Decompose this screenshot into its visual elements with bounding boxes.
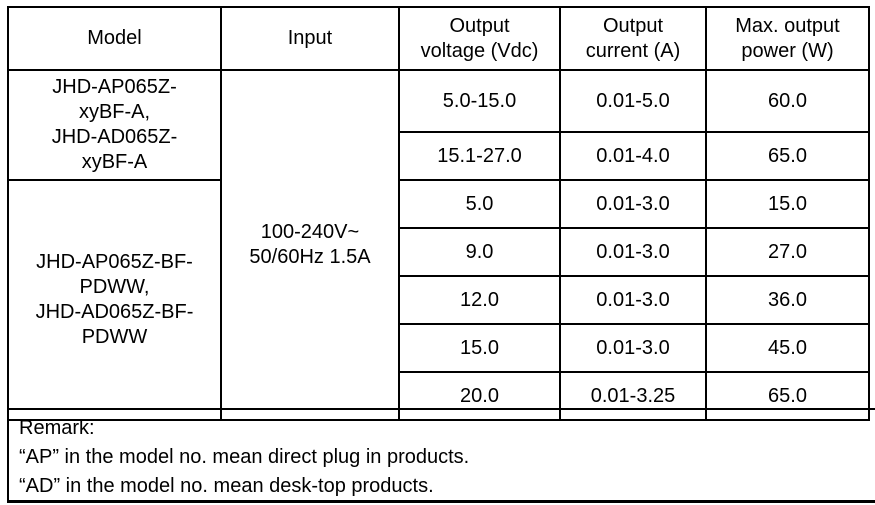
model-group-cell-2-line2: PDWW, bbox=[79, 276, 150, 298]
remark-section: Remark: “AP” in the model no. mean direc… bbox=[7, 408, 875, 503]
column-header-output-voltage-line1: Output bbox=[449, 14, 510, 37]
cell-max-output-power: 65.0 bbox=[705, 131, 870, 181]
cell-output-voltage: 15.0 bbox=[398, 323, 561, 373]
remark-line-ad: “AD” in the model no. mean desk-top prod… bbox=[19, 475, 434, 497]
column-header-output-current-line2: current (A) bbox=[585, 39, 681, 62]
cell-max-output-power: 65.0 bbox=[705, 371, 870, 421]
column-header-max-output-power: Max. output power (W) bbox=[705, 6, 870, 71]
cell-max-output-power: 27.0 bbox=[705, 227, 870, 277]
table-body: JHD-AP065Z- xyBF-A, JHD-AD065Z- xyBF-A 1… bbox=[7, 69, 870, 421]
table-row: 20.0 0.01-3.25 65.0 bbox=[8, 371, 870, 421]
model-group-cell-1-line2: xyBF-A, bbox=[78, 101, 151, 123]
table-row: JHD-AP065Z- xyBF-A, JHD-AD065Z- xyBF-A 1… bbox=[7, 69, 870, 421]
input-rating-line1: 100-240V~ bbox=[260, 221, 360, 243]
cell-output-voltage: 15.1-27.0 bbox=[398, 131, 561, 181]
power-specification-table: Model Input Output voltage (Vdc) Output … bbox=[7, 6, 870, 421]
remark-title: Remark: bbox=[19, 417, 95, 439]
column-header-input: Input bbox=[220, 6, 400, 71]
input-rating-line2: 50/60Hz 1.5A bbox=[249, 246, 371, 268]
table-header-row: Model Input Output voltage (Vdc) Output … bbox=[7, 6, 870, 71]
model-group-cell-2-line3: JHD-AD065Z-BF- bbox=[35, 301, 194, 323]
cell-max-output-power: 60.0 bbox=[705, 69, 870, 133]
cell-output-current: 0.01-3.25 bbox=[559, 371, 707, 421]
model-group-cell-1-line4: xyBF-A bbox=[81, 151, 148, 173]
model-group-cell-1-line3: JHD-AD065Z- bbox=[51, 126, 178, 148]
remark-line-ap: “AP” in the model no. mean direct plug i… bbox=[19, 446, 470, 468]
column-header-max-output-power-line2: power (W) bbox=[741, 39, 834, 62]
input-rating-cell: 100-240V~ 50/60Hz 1.5A bbox=[220, 69, 400, 421]
column-header-input-line1: Input bbox=[287, 27, 333, 49]
cell-output-current: 0.01-3.0 bbox=[559, 227, 707, 277]
cell-output-voltage: 12.0 bbox=[398, 275, 561, 325]
model-group-cell-1: JHD-AP065Z- xyBF-A, JHD-AD065Z- xyBF-A bbox=[7, 69, 222, 181]
column-header-output-voltage-line2: voltage (Vdc) bbox=[420, 39, 539, 62]
cell-output-voltage: 5.0 bbox=[398, 179, 561, 229]
table-row: 12.0 0.01-3.0 36.0 bbox=[8, 275, 870, 325]
table-row: JHD-AP065Z-BF- PDWW, JHD-AD065Z-BF- PDWW… bbox=[7, 179, 870, 421]
cell-output-current: 0.01-3.0 bbox=[559, 179, 707, 229]
column-header-model-line1: Model bbox=[87, 27, 142, 49]
model-group-cell-2-line1: JHD-AP065Z-BF- bbox=[36, 251, 193, 273]
column-header-output-current: Output current (A) bbox=[559, 6, 707, 71]
table-row: 15.0 0.01-3.0 45.0 bbox=[8, 323, 870, 373]
cell-max-output-power: 36.0 bbox=[705, 275, 870, 325]
column-header-model: Model bbox=[7, 6, 222, 71]
cell-output-voltage: 9.0 bbox=[398, 227, 561, 277]
model-group-cell-2: JHD-AP065Z-BF- PDWW, JHD-AD065Z-BF- PDWW bbox=[7, 179, 222, 421]
cell-max-output-power: 15.0 bbox=[705, 179, 870, 229]
table-row: 15.1-27.0 0.01-4.0 65.0 bbox=[8, 131, 870, 181]
table-row: 9.0 0.01-3.0 27.0 bbox=[8, 227, 870, 277]
column-header-max-output-power-line1: Max. output bbox=[735, 14, 840, 37]
table-header: Model Input Output voltage (Vdc) Output … bbox=[7, 6, 870, 71]
cell-output-voltage: 20.0 bbox=[398, 371, 561, 421]
model-group-cell-2-line4: PDWW bbox=[81, 326, 148, 348]
model-group-cell-1-line1: JHD-AP065Z- bbox=[52, 76, 177, 98]
cell-output-current: 0.01-4.0 bbox=[559, 131, 707, 181]
column-header-output-voltage: Output voltage (Vdc) bbox=[398, 6, 561, 71]
cell-max-output-power: 45.0 bbox=[705, 323, 870, 373]
cell-output-current: 0.01-3.0 bbox=[559, 275, 707, 325]
cell-output-current: 0.01-5.0 bbox=[559, 69, 707, 133]
column-header-output-current-line1: Output bbox=[602, 14, 664, 37]
cell-output-voltage: 5.0-15.0 bbox=[398, 69, 561, 133]
cell-output-current: 0.01-3.0 bbox=[559, 323, 707, 373]
